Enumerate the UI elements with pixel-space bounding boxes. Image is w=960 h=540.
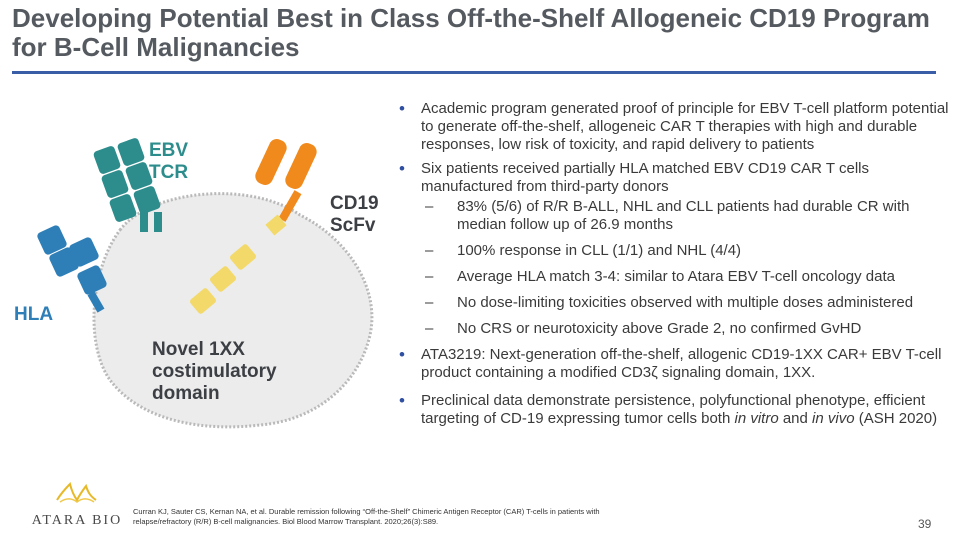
cd19-car-construct xyxy=(190,139,317,314)
logo-wordmark: ATARA BIO xyxy=(31,513,123,528)
bullet-six-patients: Six patients received partially HLA matc… xyxy=(397,160,950,338)
preclinical-source: (ASH 2020) xyxy=(854,410,938,427)
title-divider xyxy=(12,71,936,74)
costim-domain-label: Novel 1XX costimulatory domain xyxy=(152,339,277,404)
hla-molecule xyxy=(37,225,107,313)
bullet-preclinical: Preclinical data demonstrate persistence… xyxy=(397,392,950,428)
logo-mark-icon xyxy=(56,482,97,503)
citation: Curran KJ, Sauter CS, Kernan NA, et al. … xyxy=(133,507,600,526)
in-vitro-text: in vitro xyxy=(734,410,779,427)
hla-label: HLA xyxy=(14,304,54,325)
bullet-proof-of-principle: Academic program generated proof of prin… xyxy=(397,100,950,154)
preclinical-text: Preclinical data demonstrate persistence… xyxy=(421,392,926,427)
bullet-content: Academic program generated proof of prin… xyxy=(397,100,950,434)
ebv-tcr-receptor xyxy=(93,138,162,232)
t-cell-illustration xyxy=(37,138,374,429)
in-vivo-text: in vivo xyxy=(812,410,855,427)
page-number: 39 xyxy=(918,517,932,531)
sub-bullet-toxicity: No dose-limiting toxicities observed wit… xyxy=(421,294,950,312)
sub-bullet-crs: No CRS or neurotoxicity above Grade 2, n… xyxy=(421,320,950,338)
slide-title: Developing Potential Best in Class Off-t… xyxy=(12,3,930,62)
sub-bullet-hla-match: Average HLA match 3-4: similar to Atara … xyxy=(421,268,950,286)
sub-bullet-durable-cr: 83% (5/6) of R/R B-ALL, NHL and CLL pati… xyxy=(421,198,950,234)
sub-bullet-response: 100% response in CLL (1/1) and NHL (4/4) xyxy=(421,242,950,260)
bullet-ata3219: ATA3219: Next-generation off-the-shelf, … xyxy=(397,346,950,382)
t-cell-body xyxy=(92,192,374,429)
bullet-six-patients-text: Six patients received partially HLA matc… xyxy=(421,160,869,195)
ebv-tcr-label: EBV TCR xyxy=(149,140,189,183)
sub-bullet-list: 83% (5/6) of R/R B-ALL, NHL and CLL pati… xyxy=(421,198,950,338)
atara-bio-logo: ATARA BIO xyxy=(22,478,132,528)
cd19-scfv-label: CD19 ScFv xyxy=(330,193,379,236)
preclinical-and: and xyxy=(778,410,813,427)
